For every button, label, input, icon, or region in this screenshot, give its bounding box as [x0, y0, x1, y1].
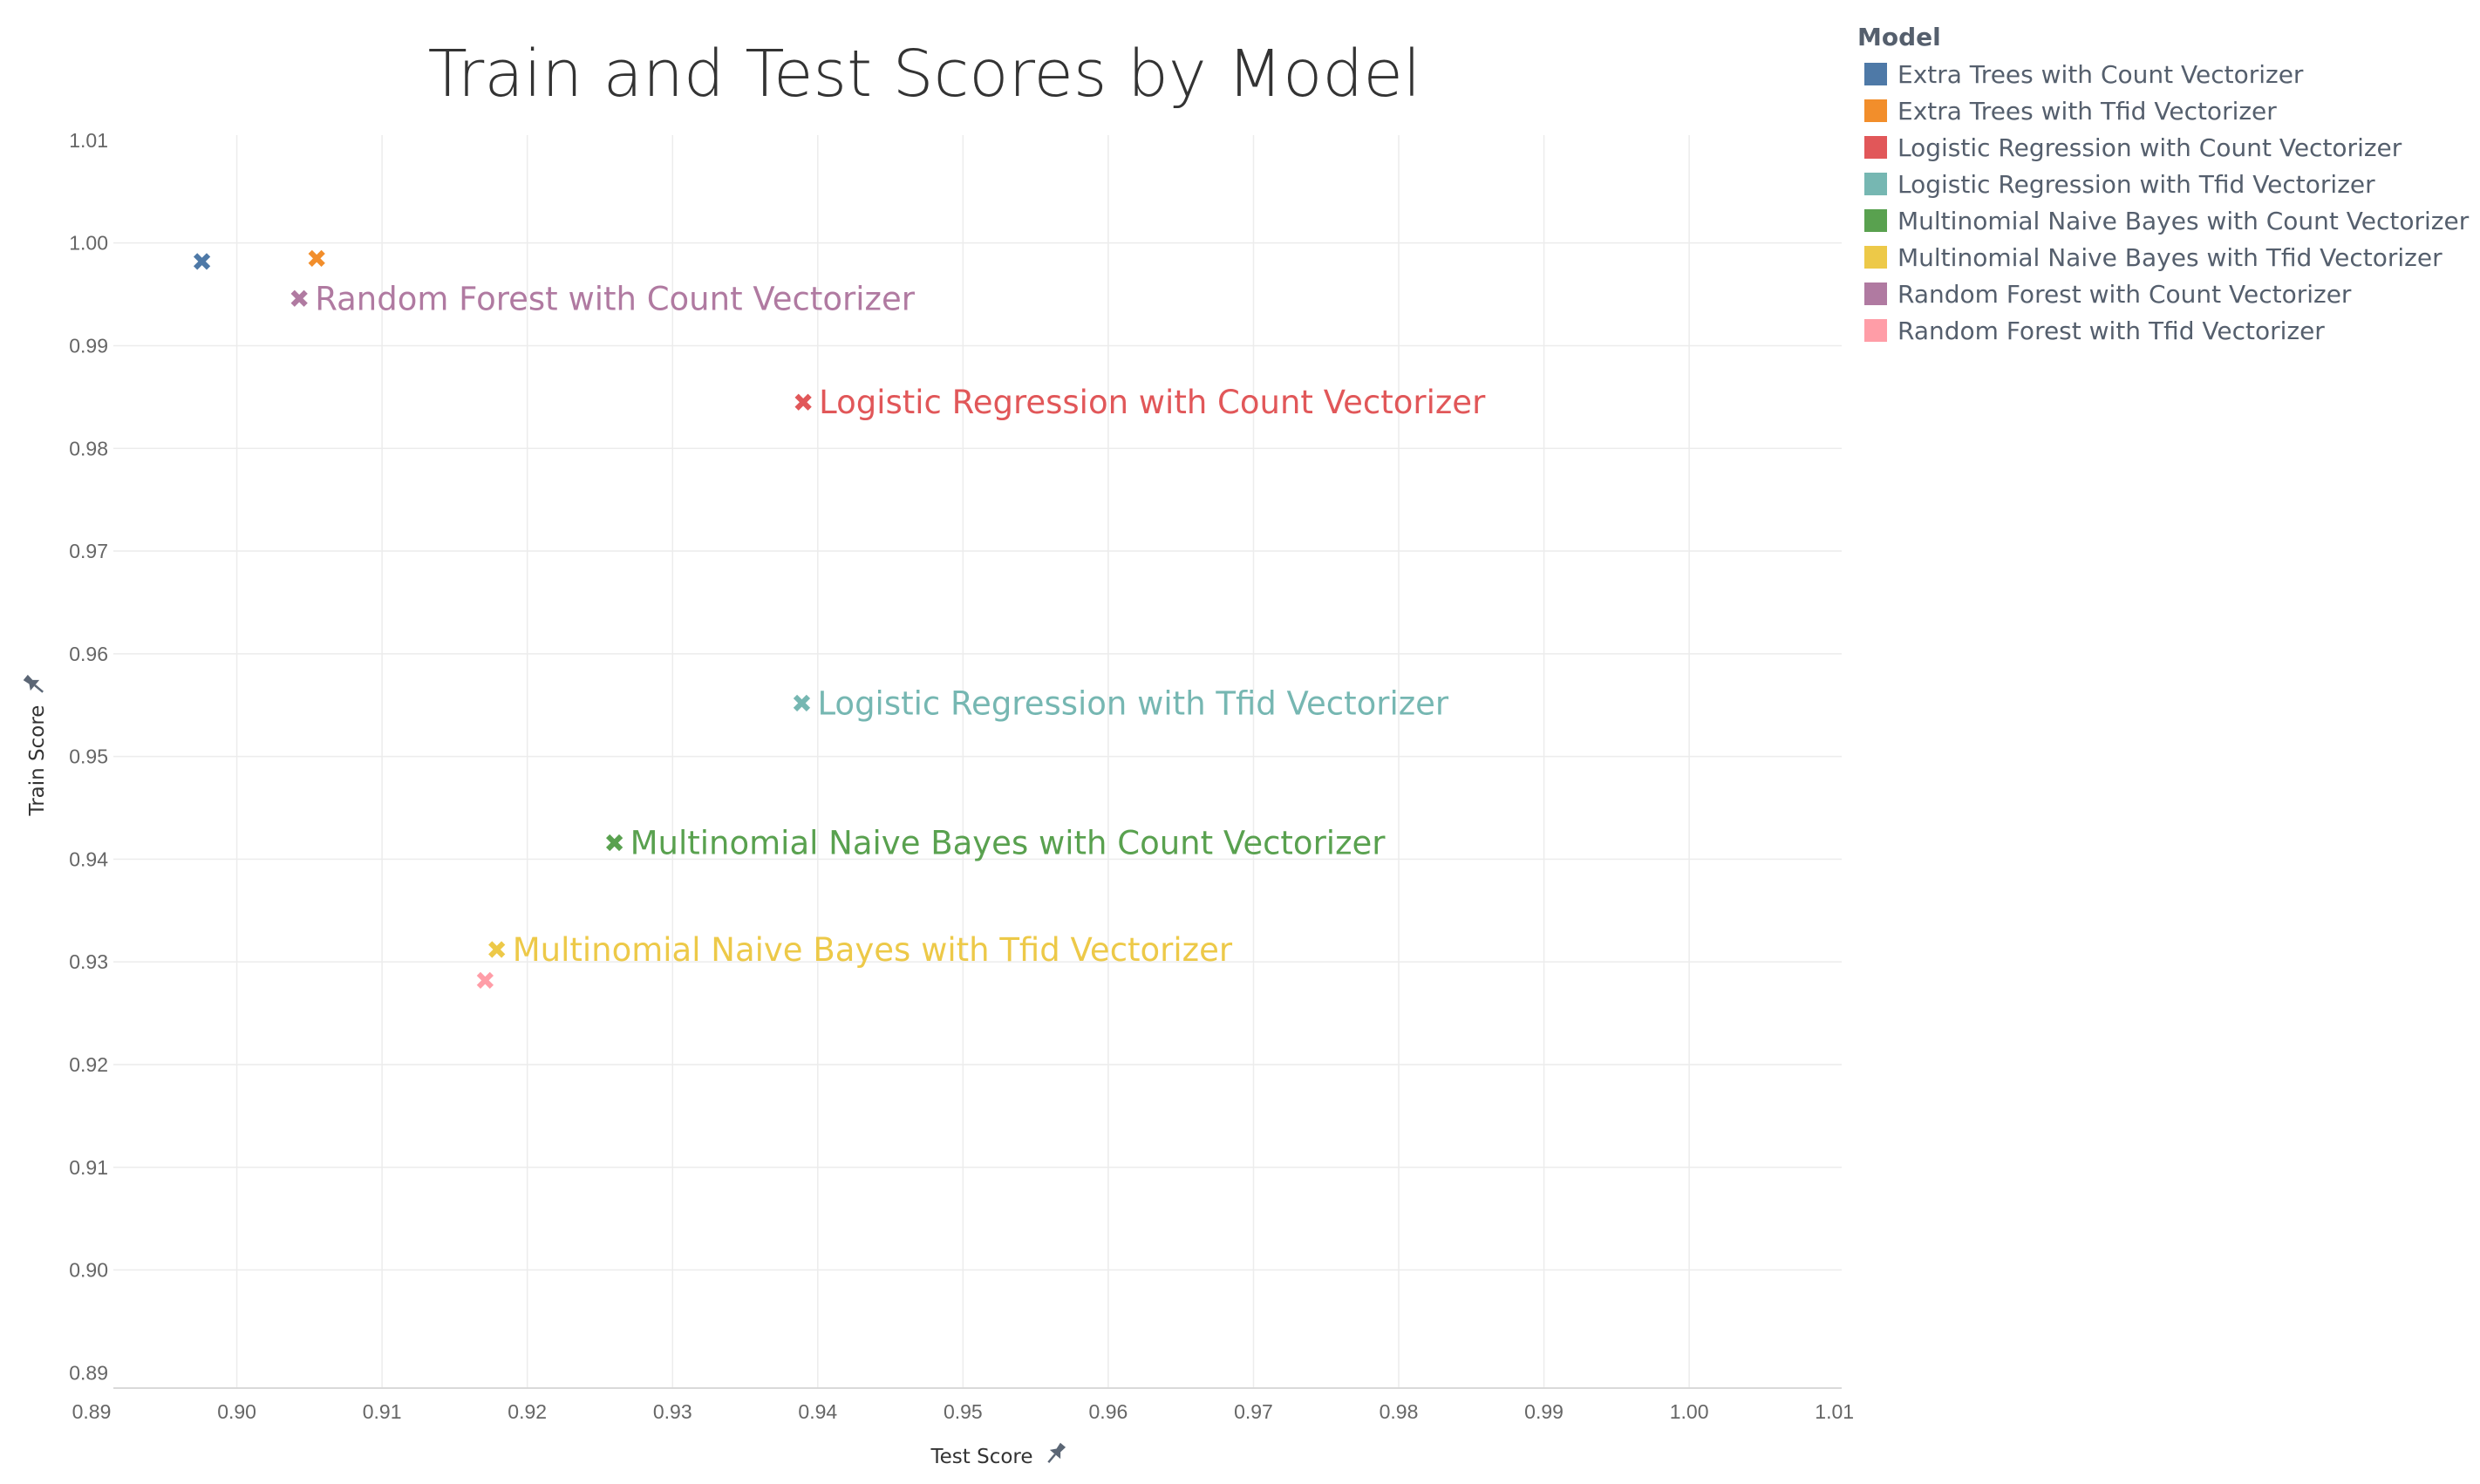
- y-tick-label: 0.97: [69, 540, 108, 562]
- x-tick-label: 1.01: [1815, 1400, 1854, 1423]
- data-point[interactable]: [308, 249, 325, 267]
- legend-item[interactable]: Random Forest with Count Vectorizer: [1864, 280, 2352, 309]
- legend-label: Logistic Regression with Tfid Vectorizer: [1897, 170, 2375, 199]
- data-point[interactable]: [290, 289, 308, 307]
- legend-item[interactable]: Logistic Regression with Tfid Vectorizer: [1864, 170, 2375, 199]
- x-tick-label: 0.98: [1380, 1400, 1419, 1423]
- legend-swatch: [1864, 99, 1887, 122]
- y-tick-label: 0.98: [69, 437, 108, 459]
- legend-swatch: [1864, 173, 1887, 195]
- y-axis-pin-icon[interactable]: [21, 672, 47, 698]
- x-tick-label: 0.95: [944, 1400, 983, 1423]
- gridlines: [113, 135, 1842, 1388]
- legend-item[interactable]: Extra Trees with Tfid Vectorizer: [1864, 97, 2277, 126]
- legend-label: Random Forest with Count Vectorizer: [1897, 280, 2352, 309]
- point-labels: Logistic Regression with Count Vectorize…: [315, 280, 1486, 969]
- y-tick-label: 0.90: [69, 1259, 108, 1282]
- point-label: Logistic Regression with Tfid Vectorizer: [817, 684, 1448, 722]
- legend-item[interactable]: Logistic Regression with Count Vectorize…: [1864, 133, 2402, 162]
- legend-label: Extra Trees with Count Vectorizer: [1897, 60, 2304, 89]
- x-tick-label: 0.94: [798, 1400, 837, 1423]
- legend-item[interactable]: Random Forest with Tfid Vectorizer: [1864, 317, 2325, 345]
- data-point[interactable]: [605, 834, 623, 852]
- y-tick-label: 0.92: [69, 1053, 108, 1076]
- x-tick-label: 0.91: [363, 1400, 402, 1423]
- x-axis-title: Test Score: [930, 1446, 1032, 1468]
- y-tick-labels: 0.89 0.90 0.91 0.92 0.93 0.94 0.95 0.96 0.97 0.98…: [69, 129, 108, 1384]
- x-tick-label: 0.96: [1089, 1400, 1128, 1423]
- y-tick-label: 0.94: [69, 848, 108, 870]
- legend-swatch: [1864, 246, 1887, 269]
- data-point[interactable]: [794, 393, 812, 411]
- legend-label: Random Forest with Tfid Vectorizer: [1897, 317, 2325, 345]
- y-tick-label: 0.95: [69, 745, 108, 768]
- x-axis-pin-icon[interactable]: [1043, 1440, 1068, 1467]
- x-tick-labels: 0.89 0.90 0.91 0.92 0.93 0.94 0.95 0.96 0.97 0.98…: [72, 1400, 1854, 1423]
- legend-swatch: [1864, 319, 1887, 342]
- point-label: Logistic Regression with Count Vectorize…: [819, 384, 1486, 421]
- data-point[interactable]: [488, 941, 506, 958]
- y-tick-label: 0.89: [69, 1361, 108, 1384]
- y-tick-label: 1.00: [69, 232, 108, 255]
- x-tick-label: 0.90: [217, 1400, 256, 1423]
- legend-swatch: [1864, 136, 1887, 159]
- x-tick-label: 0.93: [653, 1400, 692, 1423]
- legend-swatch: [1864, 283, 1887, 305]
- legend-label: Multinomial Naive Bayes with Count Vecto…: [1897, 207, 2470, 235]
- legend-title: Model: [1857, 23, 1941, 51]
- x-tick-label: 0.92: [508, 1400, 547, 1423]
- data-point[interactable]: [193, 253, 211, 270]
- y-tick-label: 0.91: [69, 1156, 108, 1179]
- chart-title: Train and Test Scores by Model: [428, 37, 1421, 112]
- legend-swatch: [1864, 63, 1887, 85]
- legend-label: Multinomial Naive Bayes with Tfid Vector…: [1897, 243, 2443, 272]
- legend-swatch: [1864, 209, 1887, 232]
- legend: Model Extra Trees with Count Vectorizer E…: [1857, 23, 2470, 345]
- y-axis-title: Train Score: [26, 705, 49, 817]
- y-tick-label: 0.99: [69, 334, 108, 357]
- legend-item[interactable]: Extra Trees with Count Vectorizer: [1864, 60, 2304, 89]
- x-tick-label: 0.97: [1234, 1400, 1273, 1423]
- point-label: Multinomial Naive Bayes with Tfid Vector…: [513, 931, 1233, 969]
- legend-label: Extra Trees with Tfid Vectorizer: [1897, 97, 2277, 126]
- data-points: [193, 249, 812, 990]
- x-tick-label: 1.00: [1670, 1400, 1709, 1423]
- point-label: Multinomial Naive Bayes with Count Vecto…: [630, 825, 1386, 862]
- y-tick-label: 0.96: [69, 643, 108, 665]
- legend-item[interactable]: Multinomial Naive Bayes with Tfid Vector…: [1864, 243, 2443, 272]
- legend-label: Logistic Regression with Count Vectorize…: [1897, 133, 2402, 162]
- data-point[interactable]: [476, 971, 494, 990]
- point-label: Random Forest with Count Vectorizer: [315, 280, 916, 317]
- x-tick-label: 0.99: [1524, 1400, 1564, 1423]
- y-tick-label: 1.01: [69, 129, 108, 152]
- legend-item[interactable]: Multinomial Naive Bayes with Count Vecto…: [1864, 207, 2470, 235]
- data-point[interactable]: [793, 694, 811, 711]
- y-tick-label: 0.93: [69, 950, 108, 973]
- x-tick-label: 0.89: [72, 1400, 112, 1423]
